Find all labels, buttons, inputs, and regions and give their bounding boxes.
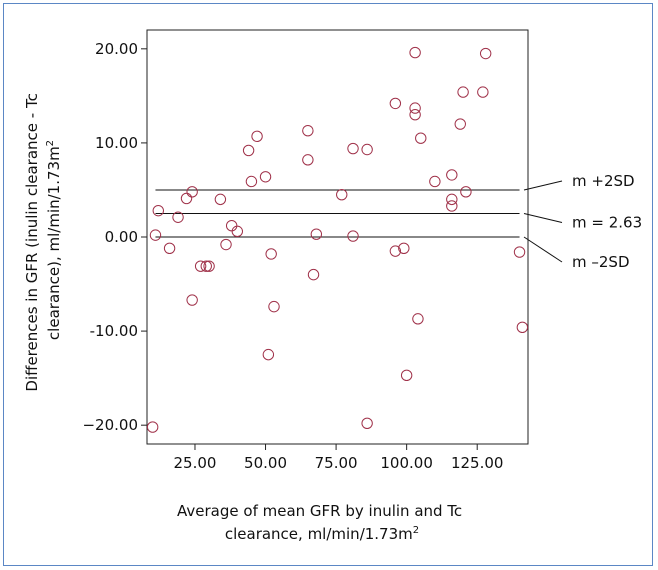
data-point xyxy=(194,260,207,272)
data-point xyxy=(361,417,373,429)
data-points xyxy=(146,46,529,433)
data-point xyxy=(513,246,526,258)
data-point xyxy=(409,102,421,114)
y-tick-label: 0.00 xyxy=(105,228,138,246)
data-point xyxy=(336,188,348,201)
reference-line-label: m +2SD xyxy=(572,172,635,190)
data-point xyxy=(186,294,198,306)
x-tick-label: 100.00 xyxy=(380,454,433,472)
data-point xyxy=(457,86,469,98)
data-point xyxy=(262,348,275,361)
data-point xyxy=(152,204,164,217)
reference-line-label: m = 2.63 xyxy=(572,213,642,231)
data-point xyxy=(268,300,280,313)
y-axis-title-superscript: 2 xyxy=(45,140,56,146)
data-point xyxy=(446,169,458,181)
data-point xyxy=(203,260,215,272)
data-point xyxy=(251,130,263,143)
x-axis-title-line-2: clearance, ml/min/1.73m xyxy=(225,525,413,543)
data-point xyxy=(477,86,489,98)
data-point xyxy=(409,108,421,121)
y-axis-title: Differences in GFR (inulin clearance - T… xyxy=(23,88,63,391)
y-tick-label: -10.00 xyxy=(90,322,138,340)
data-point xyxy=(172,211,184,223)
data-point xyxy=(389,97,402,110)
x-tick-label: 75.00 xyxy=(315,454,358,472)
reference-leader xyxy=(523,180,563,191)
data-point xyxy=(347,142,359,155)
data-point xyxy=(389,245,402,257)
data-point xyxy=(454,118,466,130)
data-point xyxy=(163,242,176,254)
figure-frame xyxy=(3,3,653,566)
data-point xyxy=(231,225,244,238)
data-point xyxy=(429,175,441,188)
data-point xyxy=(149,229,162,241)
y-tick-label: −20.00 xyxy=(82,416,138,434)
reference-line-label: m –2SD xyxy=(572,253,630,271)
x-tick-label: 125.00 xyxy=(451,454,504,472)
data-point xyxy=(446,193,458,206)
data-point xyxy=(409,46,421,59)
data-point xyxy=(412,313,424,325)
data-point xyxy=(361,143,373,156)
data-point xyxy=(516,321,529,334)
x-axis-title-line-1: Average of mean GFR by inulin and Tc xyxy=(177,502,462,520)
x-tick-label: 50.00 xyxy=(244,454,287,472)
data-point xyxy=(347,230,359,242)
reference-lines: m +2SD m = 2.63 m –2SD xyxy=(155,172,642,271)
data-point xyxy=(146,421,159,433)
data-point xyxy=(302,124,314,137)
data-point xyxy=(307,268,320,281)
y-axis-title-line-2: clearance), ml/min/1.73m xyxy=(45,146,63,340)
data-point xyxy=(225,220,238,232)
data-point xyxy=(400,369,413,382)
data-point xyxy=(398,242,410,254)
data-point xyxy=(245,175,258,188)
x-axis: 25.00 50.00 75.00 100.00 125.00 xyxy=(174,444,504,472)
data-point xyxy=(310,228,323,240)
data-point xyxy=(460,186,472,198)
data-point xyxy=(265,248,277,260)
x-axis-title-superscript: 2 xyxy=(413,525,419,536)
data-point xyxy=(200,260,212,272)
data-point xyxy=(180,192,193,205)
data-point xyxy=(220,238,232,251)
data-point xyxy=(415,132,427,144)
data-point xyxy=(259,171,272,183)
x-tick-label: 25.00 xyxy=(174,454,217,472)
y-tick-label: 20.00 xyxy=(95,40,138,58)
data-point xyxy=(446,200,458,212)
data-point xyxy=(479,47,492,60)
y-tick-label: 10.00 xyxy=(95,134,138,152)
x-axis-title: Average of mean GFR by inulin and Tc cle… xyxy=(177,502,467,543)
data-point xyxy=(186,186,198,198)
y-axis: 20.00 10.00 0.00 -10.00 −20.00 xyxy=(82,40,147,434)
reference-leader xyxy=(523,236,563,263)
data-point xyxy=(242,144,255,157)
reference-leader xyxy=(523,212,563,223)
y-axis-title-line-1: Differences in GFR (inulin clearance - T… xyxy=(23,93,41,391)
data-point xyxy=(214,193,227,206)
data-point xyxy=(302,154,314,166)
